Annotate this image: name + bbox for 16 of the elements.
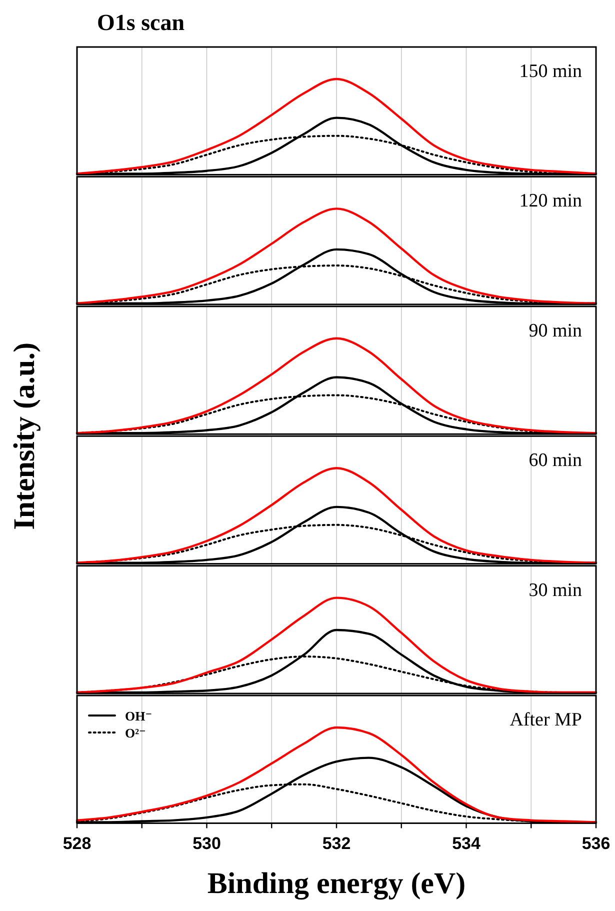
annotation: 30 min bbox=[528, 580, 582, 601]
annotation: 90 min bbox=[528, 320, 582, 342]
annotation: 120 min bbox=[519, 190, 582, 212]
annotation: 60 min bbox=[528, 450, 582, 472]
annotation: After MP bbox=[510, 710, 582, 730]
chart-title: O1s scan bbox=[97, 10, 185, 35]
annotation: 150 min bbox=[519, 61, 582, 82]
x-tick-label: 532 bbox=[322, 834, 351, 854]
x-tick-label: 530 bbox=[192, 834, 221, 854]
y-axis-title: Intensity (a.u.) bbox=[8, 342, 41, 530]
legend-label: O²⁻ bbox=[125, 726, 146, 740]
x-tick-label: 528 bbox=[62, 834, 92, 854]
legend-label: OH⁻ bbox=[125, 708, 152, 724]
x-tick-label: 536 bbox=[582, 834, 610, 854]
x-tick-label: 534 bbox=[452, 834, 481, 854]
x-axis-title: Binding energy (eV) bbox=[207, 867, 466, 900]
